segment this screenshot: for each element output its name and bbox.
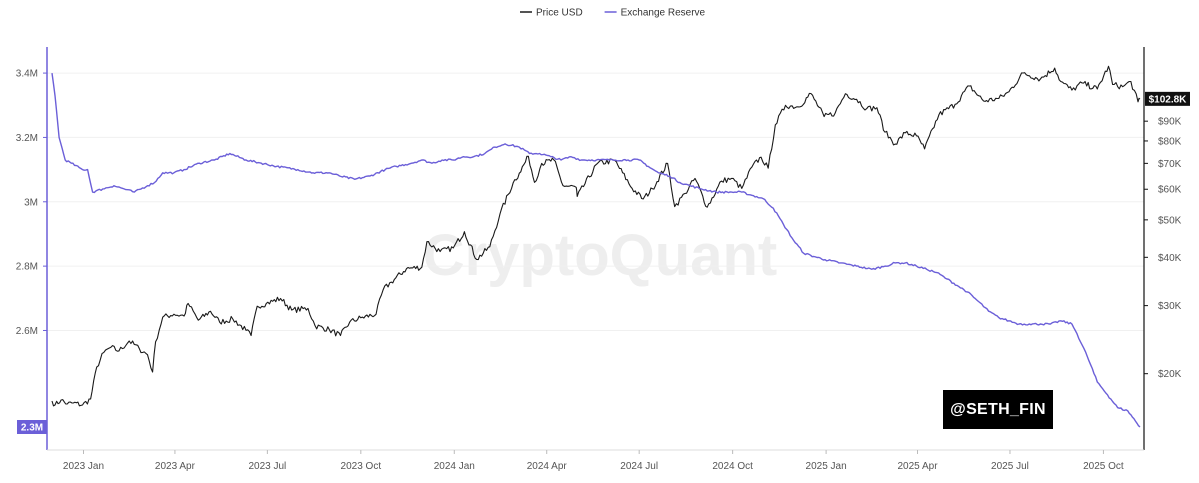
y-left-current-badge-label: 2.3M — [21, 423, 43, 434]
y-right-tick-label: $40K — [1158, 253, 1182, 264]
y-right-current-badge-label: $102.8K — [1149, 94, 1188, 105]
series-line-exchange-reserve — [51, 73, 1141, 428]
x-tick-label: 2025 Jan — [806, 461, 847, 472]
y-right-tick-label: $50K — [1158, 215, 1182, 226]
y-left-current-badge — [17, 420, 47, 434]
x-tick-label: 2023 Apr — [155, 461, 196, 472]
y-left-tick-label: 2.6M — [16, 326, 38, 337]
x-tick-label: 2024 Jan — [434, 461, 475, 472]
y-right-tick-label: $30K — [1158, 301, 1182, 312]
watermark: CryptoQuant — [423, 223, 777, 288]
x-tick-label: 2025 Oct — [1083, 461, 1124, 472]
x-tick-label: 2024 Oct — [712, 461, 753, 472]
x-tick-label: 2023 Jul — [248, 461, 286, 472]
x-tick-label: 2023 Jan — [63, 461, 104, 472]
author-tag: @SETH_FIN — [943, 390, 1053, 429]
y-left-tick-label: 3M — [24, 197, 38, 208]
legend-label: Price USD — [536, 8, 583, 19]
series-line-price-usd — [51, 65, 1141, 407]
y-right-tick-label: $60K — [1158, 185, 1182, 196]
x-tick-label: 2025 Apr — [898, 461, 939, 472]
x-tick-label: 2024 Apr — [527, 461, 568, 472]
x-tick-label: 2024 Jul — [620, 461, 658, 472]
y-left-tick-label: 3.4M — [16, 69, 38, 80]
y-right-tick-label: $20K — [1158, 369, 1182, 380]
y-right-tick-label: $90K — [1158, 117, 1182, 128]
legend-label: Exchange Reserve — [621, 8, 706, 19]
x-tick-label: 2025 Jul — [991, 461, 1029, 472]
x-tick-label: 2023 Oct — [341, 461, 382, 472]
y-left-tick-label: 3.2M — [16, 133, 38, 144]
y-right-tick-label: $70K — [1158, 159, 1182, 170]
y-right-tick-label: $80K — [1158, 136, 1182, 147]
y-left-tick-label: 2.8M — [16, 262, 38, 273]
y-right-current-badge — [1145, 91, 1190, 106]
